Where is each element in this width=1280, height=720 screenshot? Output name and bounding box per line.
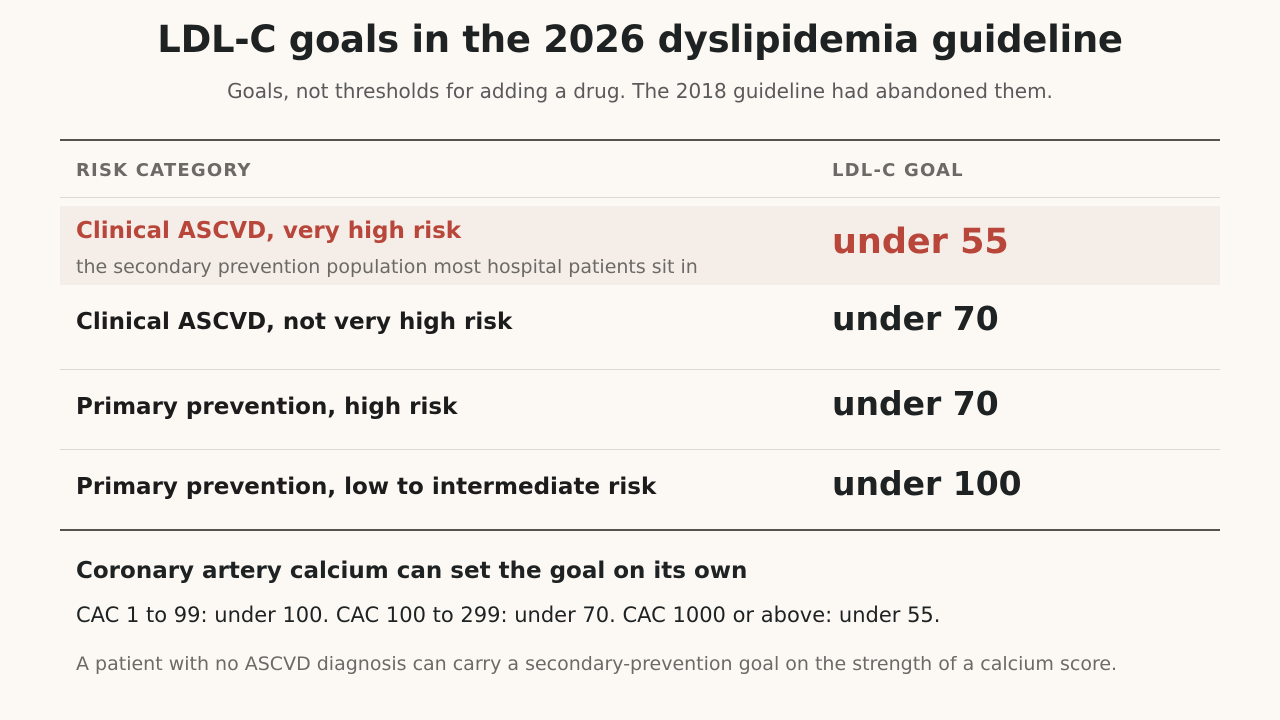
ldl-goal-cell: under 70 (832, 299, 999, 338)
ldl-goal-cell: under 70 (832, 384, 999, 423)
column-header-ldl-goal: LDL-C GOAL (832, 160, 964, 181)
risk-category-cell: Primary prevention, high risk (76, 394, 458, 420)
column-header-risk-category: RISK CATEGORY (76, 160, 252, 181)
risk-category-cell: Clinical ASCVD, not very high risk (76, 309, 513, 335)
cac-goals-text: CAC 1 to 99: under 100. CAC 100 to 299: … (76, 603, 941, 627)
page-title: LDL-C goals in the 2026 dyslipidemia gui… (157, 18, 1123, 61)
page-subtitle: Goals, not thresholds for adding a drug.… (227, 79, 1053, 103)
risk-category-note: the secondary prevention population most… (76, 256, 698, 278)
ldl-goals-table: RISK CATEGORY LDL-C GOAL Clinical ASCVD,… (60, 139, 1220, 531)
table-row-very-high-risk: Clinical ASCVD, very high risk the secon… (60, 206, 1220, 285)
cac-heading: Coronary artery calcium can set the goal… (76, 558, 748, 584)
table-row-primary-high-risk: Primary prevention, high risk under 70 (60, 370, 1220, 450)
risk-category-cell: Primary prevention, low to intermediate … (76, 474, 657, 500)
table-header: RISK CATEGORY LDL-C GOAL (60, 141, 1220, 198)
table-row-not-very-high-risk: Clinical ASCVD, not very high risk under… (60, 285, 1220, 370)
ldl-goal-cell: under 55 (832, 222, 1009, 262)
table-row-primary-low-intermediate-risk: Primary prevention, low to intermediate … (60, 450, 1220, 529)
risk-category-cell: Clinical ASCVD, very high risk (76, 218, 462, 244)
cac-footnote: A patient with no ASCVD diagnosis can ca… (76, 653, 1118, 675)
ldl-goal-cell: under 100 (832, 464, 1022, 503)
